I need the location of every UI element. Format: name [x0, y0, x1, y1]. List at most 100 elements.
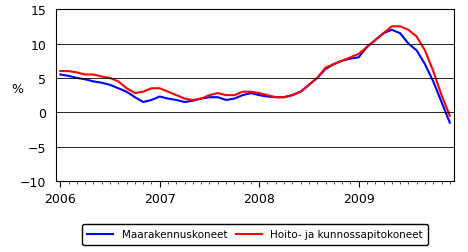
Hoito- ja kunnossapitokoneet [422, 50, 428, 53]
Maarakennuskoneet [157, 96, 162, 99]
Maarakennuskoneet [364, 46, 370, 49]
Maarakennuskoneet [422, 64, 428, 67]
Hoito- ja kunnossapitokoneet [82, 74, 88, 77]
Hoito- ja kunnossapitokoneet [298, 91, 303, 94]
Hoito- ja kunnossapitokoneet [157, 87, 162, 90]
Maarakennuskoneet [91, 81, 96, 84]
Maarakennuskoneet [290, 94, 295, 97]
Legend: Maarakennuskoneet, Hoito- ja kunnossapitokoneet: Maarakennuskoneet, Hoito- ja kunnossapit… [82, 224, 428, 245]
Maarakennuskoneet [198, 98, 204, 101]
Hoito- ja kunnossapitokoneet [256, 92, 262, 95]
Hoito- ja kunnossapitokoneet [165, 91, 171, 94]
Hoito- ja kunnossapitokoneet [364, 46, 370, 49]
Maarakennuskoneet [99, 82, 104, 85]
Hoito- ja kunnossapitokoneet [447, 115, 453, 118]
Maarakennuskoneet [248, 92, 254, 95]
Hoito- ja kunnossapitokoneet [356, 53, 361, 56]
Hoito- ja kunnossapitokoneet [439, 94, 444, 97]
Hoito- ja kunnossapitokoneet [397, 26, 403, 29]
Maarakennuskoneet [414, 50, 419, 53]
Maarakennuskoneet [149, 99, 154, 102]
Hoito- ja kunnossapitokoneet [265, 94, 271, 97]
Maarakennuskoneet [165, 98, 171, 101]
Maarakennuskoneet [82, 78, 88, 81]
Maarakennuskoneet [207, 96, 212, 99]
Hoito- ja kunnossapitokoneet [91, 74, 96, 77]
Maarakennuskoneet [66, 75, 72, 78]
Maarakennuskoneet [116, 87, 121, 90]
Maarakennuskoneet [240, 94, 245, 97]
Hoito- ja kunnossapitokoneet [124, 87, 130, 90]
Maarakennuskoneet [397, 33, 403, 36]
Hoito- ja kunnossapitokoneet [132, 92, 138, 95]
Maarakennuskoneet [215, 96, 220, 99]
Maarakennuskoneet [298, 91, 303, 94]
Maarakennuskoneet [373, 39, 378, 42]
Hoito- ja kunnossapitokoneet [281, 96, 287, 99]
Hoito- ja kunnossapitokoneet [373, 39, 378, 42]
Maarakennuskoneet [348, 58, 353, 61]
Maarakennuskoneet [182, 101, 187, 104]
Maarakennuskoneet [314, 77, 320, 80]
Y-axis label: %: % [11, 83, 23, 96]
Hoito- ja kunnossapitokoneet [331, 64, 336, 67]
Maarakennuskoneet [107, 84, 113, 87]
Hoito- ja kunnossapitokoneet [339, 60, 345, 63]
Hoito- ja kunnossapitokoneet [380, 33, 386, 36]
Maarakennuskoneet [74, 77, 80, 80]
Maarakennuskoneet [58, 74, 63, 77]
Maarakennuskoneet [232, 98, 237, 101]
Hoito- ja kunnossapitokoneet [314, 77, 320, 80]
Maarakennuskoneet [306, 84, 312, 87]
Hoito- ja kunnossapitokoneet [58, 70, 63, 73]
Hoito- ja kunnossapitokoneet [116, 81, 121, 84]
Maarakennuskoneet [256, 94, 262, 97]
Hoito- ja kunnossapitokoneet [174, 94, 179, 97]
Hoito- ja kunnossapitokoneet [248, 91, 254, 94]
Hoito- ja kunnossapitokoneet [66, 70, 72, 73]
Hoito- ja kunnossapitokoneet [240, 91, 245, 94]
Hoito- ja kunnossapitokoneet [140, 91, 146, 94]
Maarakennuskoneet [447, 122, 453, 125]
Maarakennuskoneet [132, 96, 138, 99]
Hoito- ja kunnossapitokoneet [182, 98, 187, 101]
Hoito- ja kunnossapitokoneet [414, 36, 419, 39]
Hoito- ja kunnossapitokoneet [323, 67, 329, 70]
Line: Hoito- ja kunnossapitokoneet: Hoito- ja kunnossapitokoneet [60, 27, 450, 116]
Hoito- ja kunnossapitokoneet [389, 26, 395, 29]
Hoito- ja kunnossapitokoneet [406, 29, 411, 32]
Hoito- ja kunnossapitokoneet [74, 72, 80, 75]
Maarakennuskoneet [281, 96, 287, 99]
Hoito- ja kunnossapitokoneet [190, 99, 196, 102]
Hoito- ja kunnossapitokoneet [198, 98, 204, 101]
Maarakennuskoneet [389, 29, 395, 32]
Hoito- ja kunnossapitokoneet [306, 84, 312, 87]
Hoito- ja kunnossapitokoneet [348, 56, 353, 59]
Hoito- ja kunnossapitokoneet [149, 87, 154, 90]
Hoito- ja kunnossapitokoneet [232, 94, 237, 97]
Hoito- ja kunnossapitokoneet [431, 70, 436, 73]
Maarakennuskoneet [439, 101, 444, 104]
Hoito- ja kunnossapitokoneet [223, 94, 229, 97]
Maarakennuskoneet [339, 60, 345, 63]
Maarakennuskoneet [431, 81, 436, 84]
Hoito- ja kunnossapitokoneet [107, 77, 113, 80]
Hoito- ja kunnossapitokoneet [215, 92, 220, 95]
Maarakennuskoneet [223, 99, 229, 102]
Maarakennuskoneet [140, 101, 146, 104]
Maarakennuskoneet [265, 96, 271, 99]
Hoito- ja kunnossapitokoneet [207, 94, 212, 97]
Maarakennuskoneet [380, 33, 386, 36]
Maarakennuskoneet [406, 43, 411, 46]
Maarakennuskoneet [174, 99, 179, 102]
Maarakennuskoneet [124, 91, 130, 94]
Hoito- ja kunnossapitokoneet [273, 96, 278, 99]
Maarakennuskoneet [331, 64, 336, 67]
Hoito- ja kunnossapitokoneet [290, 94, 295, 97]
Maarakennuskoneet [273, 96, 278, 99]
Line: Maarakennuskoneet: Maarakennuskoneet [60, 31, 450, 123]
Maarakennuskoneet [190, 100, 196, 103]
Maarakennuskoneet [356, 56, 361, 59]
Hoito- ja kunnossapitokoneet [99, 76, 104, 79]
Maarakennuskoneet [323, 68, 329, 71]
